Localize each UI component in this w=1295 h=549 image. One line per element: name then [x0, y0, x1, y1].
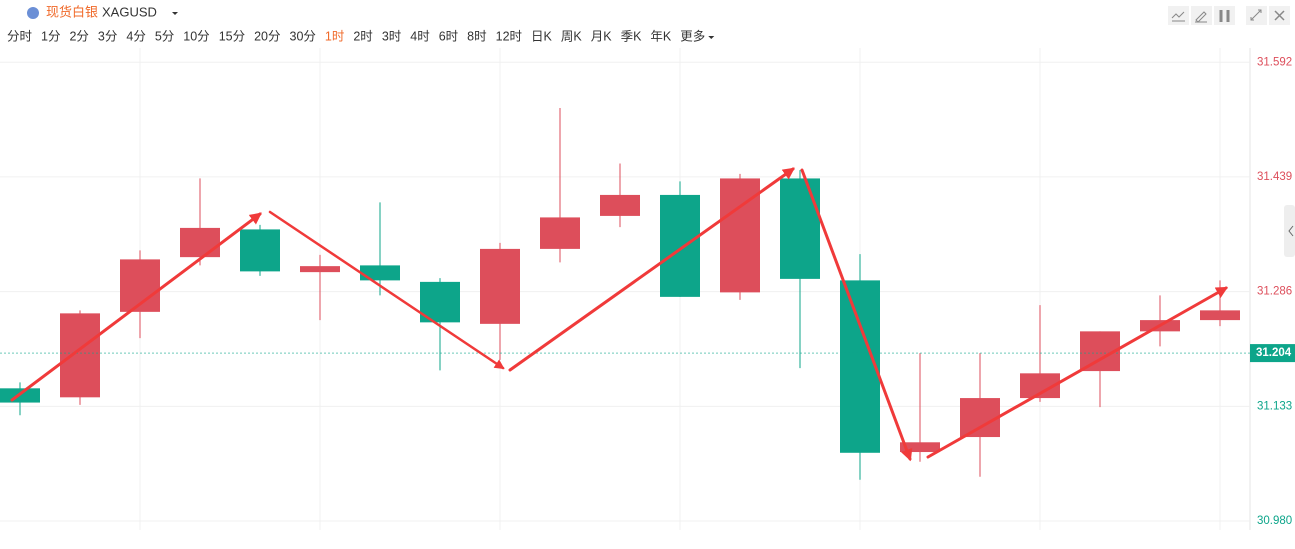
- trend-arrow: [508, 167, 795, 372]
- interval-button[interactable]: 4分: [126, 29, 145, 43]
- interval-button[interactable]: 5分: [155, 29, 174, 43]
- tool-button[interactable]: [1168, 6, 1189, 25]
- toolbar: [1168, 6, 1290, 25]
- interval-button[interactable]: 1时: [325, 29, 345, 43]
- candle-body: [360, 265, 400, 281]
- symbol-icon: [27, 7, 39, 19]
- interval-button[interactable]: 10分: [183, 29, 209, 43]
- candle-body: [600, 194, 640, 216]
- y-tick-label: 30.980: [1257, 515, 1292, 527]
- symbol-name[interactable]: 现货白银: [46, 4, 98, 19]
- candle-body: [660, 194, 700, 297]
- interval-button[interactable]: 月K: [591, 29, 613, 43]
- plot: 30.980 31.133 31.286 31.439 31.592 31.204: [0, 48, 1295, 530]
- symbol-code[interactable]: XAGUSD: [102, 4, 157, 19]
- interval-button[interactable]: 20分: [254, 29, 280, 43]
- candle-body: [480, 248, 520, 324]
- interval-button[interactable]: 8时: [467, 29, 487, 43]
- interval-button[interactable]: 1分: [41, 29, 60, 43]
- fullscreen-button[interactable]: [1246, 6, 1267, 25]
- interval-button[interactable]: 3分: [98, 29, 117, 43]
- icon: [1274, 10, 1285, 21]
- icon: [1171, 11, 1185, 22]
- candle-body: [840, 280, 880, 453]
- dropdown-caret[interactable]: [172, 12, 178, 15]
- candle-body: [780, 178, 820, 279]
- tool-button[interactable]: [1214, 6, 1235, 25]
- icon: [1219, 10, 1230, 22]
- interval-button[interactable]: 季K: [621, 29, 643, 43]
- annotations: [10, 167, 1229, 462]
- icon: [1288, 225, 1294, 237]
- candle-body: [180, 227, 220, 258]
- trend-arrow: [268, 210, 505, 370]
- interval-button[interactable]: 6时: [439, 29, 459, 43]
- last-price-label: 31.204: [1256, 347, 1292, 359]
- interval-button[interactable]: 年K: [650, 29, 672, 43]
- dropdown-caret: [708, 36, 715, 39]
- candle-body: [240, 229, 280, 272]
- interval-button[interactable]: 4时: [410, 29, 430, 43]
- interval-button[interactable]: 更多: [680, 29, 705, 43]
- y-tick-label: 31.439: [1257, 171, 1292, 183]
- interval-button[interactable]: 周K: [561, 29, 583, 43]
- last-price-box: [1250, 344, 1295, 363]
- candle-body: [540, 217, 580, 249]
- trend-arrow: [10, 212, 262, 402]
- candle-body: [1200, 310, 1240, 321]
- icon: [1195, 11, 1207, 23]
- interval-button[interactable]: 2分: [69, 29, 88, 43]
- candle-body: [900, 442, 940, 453]
- icon: [1250, 9, 1262, 21]
- y-tick-label: 31.592: [1257, 56, 1292, 68]
- interval-button[interactable]: 30分: [290, 29, 316, 43]
- y-tick-label: 31.133: [1257, 400, 1292, 412]
- interval-button[interactable]: 日K: [531, 29, 553, 43]
- trend-arrow: [926, 286, 1229, 459]
- y-tick-label: 31.286: [1257, 286, 1292, 298]
- candle-body: [300, 266, 340, 273]
- candle-body: [960, 398, 1000, 438]
- interval-button[interactable]: 分时: [7, 29, 33, 43]
- candle-body: [60, 313, 100, 398]
- interval-button[interactable]: 3时: [382, 29, 402, 43]
- interval-button[interactable]: 2时: [353, 29, 373, 43]
- interval-bar: 分时 1分 2分 3分 4分 5分 10分 15分 20分 30分 1时 2时 3时 4时 6时 8时 12时日…: [7, 29, 715, 43]
- interval-button[interactable]: 15分: [219, 29, 245, 43]
- interval-button[interactable]: 12时: [496, 29, 523, 43]
- trend-arrow: [800, 168, 913, 462]
